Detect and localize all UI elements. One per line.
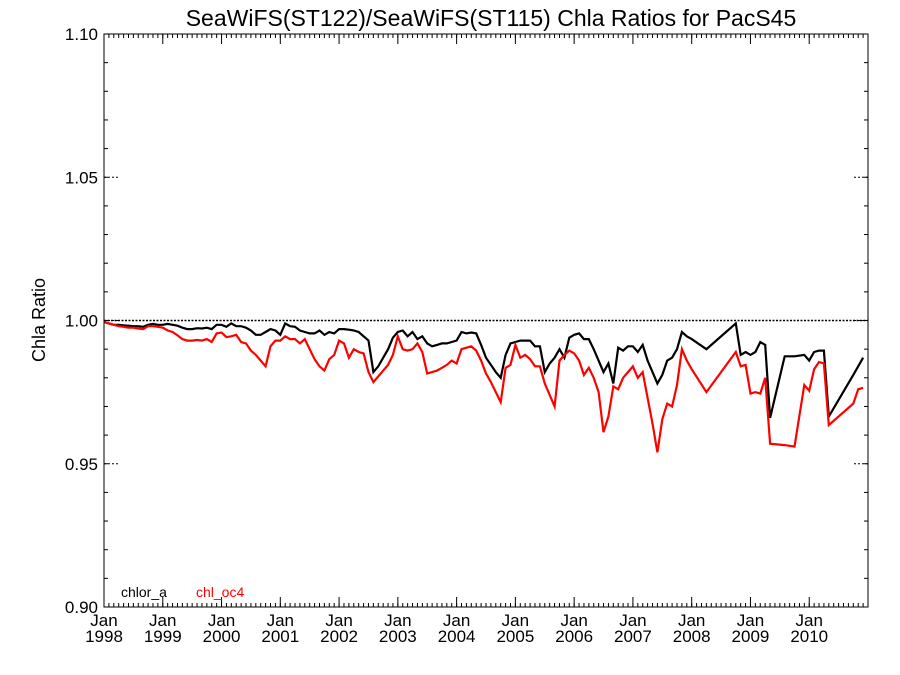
- series-line-chl-oc4: [103, 320, 864, 453]
- chart-title: SeaWiFS(ST122)/SeaWiFS(ST115) Chla Ratio…: [186, 5, 797, 31]
- series-group: [103, 320, 865, 453]
- x-tick-month: Jan: [267, 611, 294, 630]
- x-tick-month: Jan: [678, 611, 705, 630]
- axis-ticks: 0.900.951.001.051.10Jan1998Jan1999Jan200…: [65, 25, 869, 646]
- x-tick-year: 2006: [555, 627, 593, 646]
- y-tick-label: 1.00: [65, 312, 98, 331]
- x-tick-month: Jan: [384, 611, 411, 630]
- y-tick-label: 1.10: [65, 25, 98, 44]
- x-tick-month: Jan: [325, 611, 352, 630]
- x-tick-year: 1999: [144, 627, 182, 646]
- x-tick-year: 2004: [438, 627, 476, 646]
- y-tick-label: 0.90: [65, 598, 98, 617]
- x-tick-month: Jan: [208, 611, 235, 630]
- plot-frame: [103, 33, 869, 608]
- x-tick-year: 2002: [320, 627, 358, 646]
- x-tick-year: 2008: [673, 627, 711, 646]
- y-tick-label: 1.05: [65, 168, 98, 187]
- x-tick-month: Jan: [502, 611, 529, 630]
- legend-entry-chl-oc4: chl_oc4: [196, 584, 244, 600]
- x-tick-month: Jan: [149, 611, 176, 630]
- x-tick-year: 2000: [203, 627, 241, 646]
- x-tick-year: 2005: [496, 627, 534, 646]
- legend: chlor_a chl_oc4: [121, 584, 244, 600]
- legend-entry-chlor-a: chlor_a: [121, 584, 167, 600]
- x-tick-year: 2007: [614, 627, 652, 646]
- x-tick-month: Jan: [619, 611, 646, 630]
- x-tick-year: 2010: [790, 627, 828, 646]
- x-tick-month: Jan: [560, 611, 587, 630]
- x-tick-month: Jan: [796, 611, 823, 630]
- x-tick-month: Jan: [443, 611, 470, 630]
- y-axis-label: Chla Ratio: [29, 278, 49, 362]
- x-tick-month: Jan: [737, 611, 764, 630]
- x-tick-year: 2003: [379, 627, 417, 646]
- y-tick-label: 0.95: [65, 455, 98, 474]
- x-tick-year: 2001: [261, 627, 299, 646]
- series-line-chlor-a: [103, 320, 865, 421]
- x-tick-year: 1998: [85, 627, 123, 646]
- x-tick-month: Jan: [90, 611, 117, 630]
- x-tick-year: 2009: [732, 627, 770, 646]
